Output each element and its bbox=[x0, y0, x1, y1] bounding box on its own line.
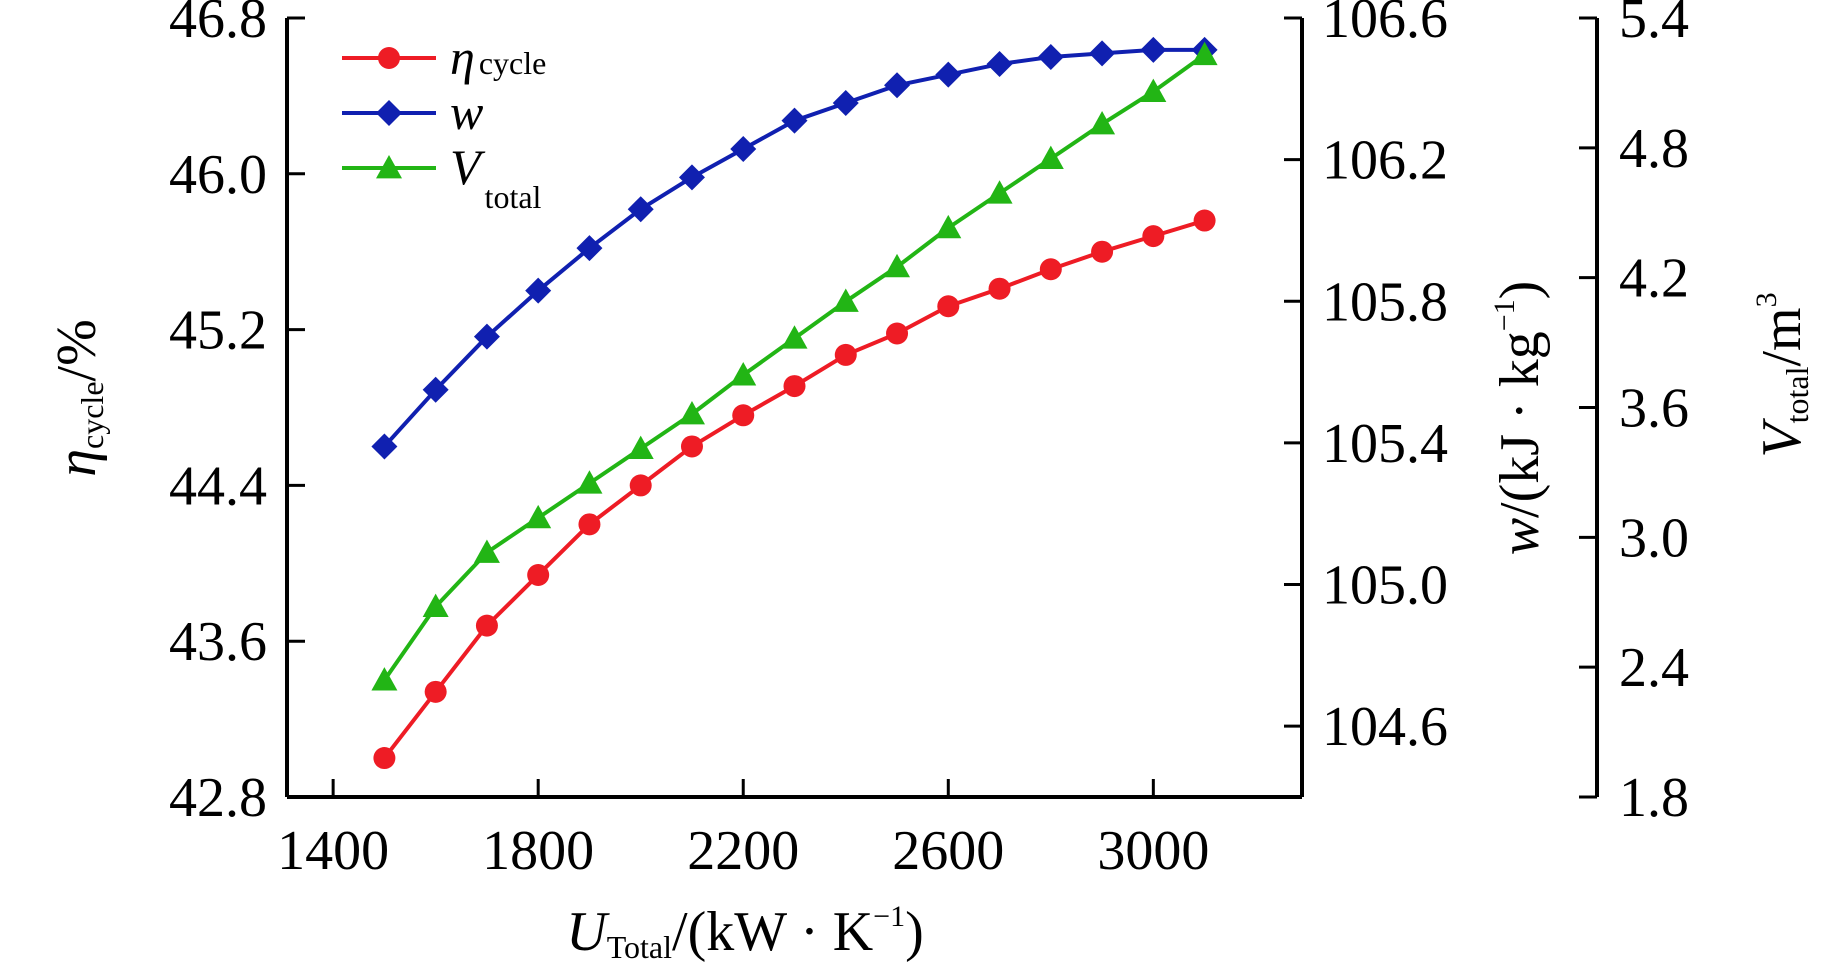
left-y-tick-label: 44.4 bbox=[169, 455, 267, 517]
data-point bbox=[1193, 209, 1216, 232]
data-point bbox=[732, 404, 755, 427]
data-point bbox=[629, 474, 652, 497]
data-point bbox=[576, 470, 603, 494]
data-point bbox=[525, 504, 552, 529]
data-point bbox=[884, 72, 911, 99]
data-point bbox=[935, 61, 962, 88]
data-point bbox=[1089, 111, 1116, 135]
data-point bbox=[937, 295, 960, 318]
data-point bbox=[525, 277, 552, 304]
x-axis-title: UTotal/(kW · K−1) bbox=[566, 900, 923, 965]
data-point bbox=[832, 89, 859, 116]
series-2 bbox=[371, 41, 1218, 691]
right1-y-axis-title: w/(kJ · kg−1) bbox=[1488, 281, 1551, 556]
legend-marker bbox=[376, 155, 402, 179]
data-point bbox=[527, 563, 550, 586]
x-tick-label: 2600 bbox=[892, 820, 1004, 882]
data-point bbox=[1091, 240, 1114, 263]
legend-item: η cycle bbox=[342, 29, 546, 85]
left-y-tick-label: 46.0 bbox=[169, 144, 267, 206]
data-point bbox=[680, 435, 703, 458]
x-tick-label: 1400 bbox=[277, 820, 389, 882]
right1-y-tick-label: 106.2 bbox=[1322, 130, 1448, 192]
left-y-tick-label: 42.8 bbox=[169, 767, 267, 829]
data-point bbox=[988, 277, 1011, 300]
legend-label: w bbox=[450, 84, 483, 140]
right2-y-tick-label: 4.2 bbox=[1619, 248, 1689, 310]
right2-y-tick-label: 2.4 bbox=[1619, 637, 1689, 699]
data-point bbox=[422, 593, 449, 617]
data-point bbox=[1089, 40, 1116, 67]
data-point bbox=[783, 375, 806, 398]
data-point bbox=[371, 667, 398, 691]
right1-y-tick-label: 105.8 bbox=[1322, 271, 1448, 333]
data-point bbox=[886, 322, 909, 345]
data-point bbox=[781, 107, 808, 134]
data-point bbox=[578, 513, 601, 536]
data-point bbox=[1140, 36, 1167, 63]
data-point bbox=[373, 747, 396, 770]
right2-y-tick-label: 1.8 bbox=[1619, 767, 1689, 829]
right2-y-axis-title: Vtotal/m3 bbox=[1750, 292, 1815, 457]
data-point bbox=[935, 214, 962, 239]
data-point bbox=[781, 325, 808, 349]
x-tick-label: 1800 bbox=[482, 820, 594, 882]
left-y-tick-label: 43.6 bbox=[169, 611, 267, 673]
right1-y-tick-label: 105.4 bbox=[1322, 413, 1448, 475]
right2-y-tick-label: 3.6 bbox=[1619, 378, 1689, 440]
data-point bbox=[986, 51, 1013, 78]
data-point bbox=[473, 323, 500, 350]
data-point bbox=[834, 343, 857, 366]
series-0 bbox=[373, 209, 1216, 770]
data-point bbox=[730, 362, 757, 386]
data-point bbox=[475, 614, 498, 637]
x-tick-label: 2200 bbox=[687, 820, 799, 882]
legend-item: Vtotal bbox=[342, 139, 542, 215]
data-point bbox=[422, 376, 449, 403]
legend-label: Vtotal bbox=[450, 139, 542, 215]
right2-y-tick-label: 5.4 bbox=[1619, 0, 1689, 50]
left-y-axis-title: ηcycle/% bbox=[46, 319, 110, 477]
legend-marker bbox=[378, 47, 400, 69]
right1-y-tick-label: 106.6 bbox=[1322, 0, 1448, 50]
data-point bbox=[576, 235, 603, 262]
data-point bbox=[627, 435, 654, 460]
data-point bbox=[678, 400, 705, 425]
data-point bbox=[678, 164, 705, 191]
legend-label: η cycle bbox=[450, 29, 546, 85]
data-point bbox=[1037, 43, 1064, 70]
x-tick-label: 3000 bbox=[1097, 820, 1209, 882]
left-y-tick-label: 45.2 bbox=[169, 300, 267, 362]
data-point bbox=[986, 180, 1013, 204]
data-point bbox=[884, 253, 911, 278]
data-point bbox=[1140, 78, 1167, 102]
axes: 1400 1800 2200 2600 3000 42.8 43.6 44.4 45.2 46.0… bbox=[169, 0, 1689, 882]
data-point bbox=[424, 680, 447, 703]
right2-y-tick-label: 3.0 bbox=[1619, 507, 1689, 569]
legend-item: w bbox=[342, 84, 483, 140]
data-point bbox=[473, 539, 500, 563]
right1-y-tick-label: 104.6 bbox=[1322, 696, 1448, 758]
data-point bbox=[832, 288, 859, 312]
data-point bbox=[1039, 258, 1062, 281]
data-point bbox=[730, 136, 757, 163]
right1-y-tick-label: 105.0 bbox=[1322, 555, 1448, 617]
data-point bbox=[1142, 225, 1165, 248]
right2-y-tick-label: 4.8 bbox=[1619, 118, 1689, 180]
axis-titles: UTotal/(kW · K−1) ηcycle/% w/(kJ · kg−1) Vt… bbox=[46, 281, 1815, 965]
series-line bbox=[382, 53, 1206, 682]
data-point bbox=[371, 433, 398, 460]
data-point bbox=[1191, 41, 1218, 66]
data-point bbox=[627, 196, 654, 223]
series-layer bbox=[371, 36, 1218, 770]
left-y-tick-label: 46.8 bbox=[169, 0, 267, 50]
legend-marker bbox=[376, 100, 402, 126]
data-point bbox=[1037, 145, 1064, 170]
series-line bbox=[382, 218, 1206, 760]
series-1 bbox=[371, 36, 1218, 460]
